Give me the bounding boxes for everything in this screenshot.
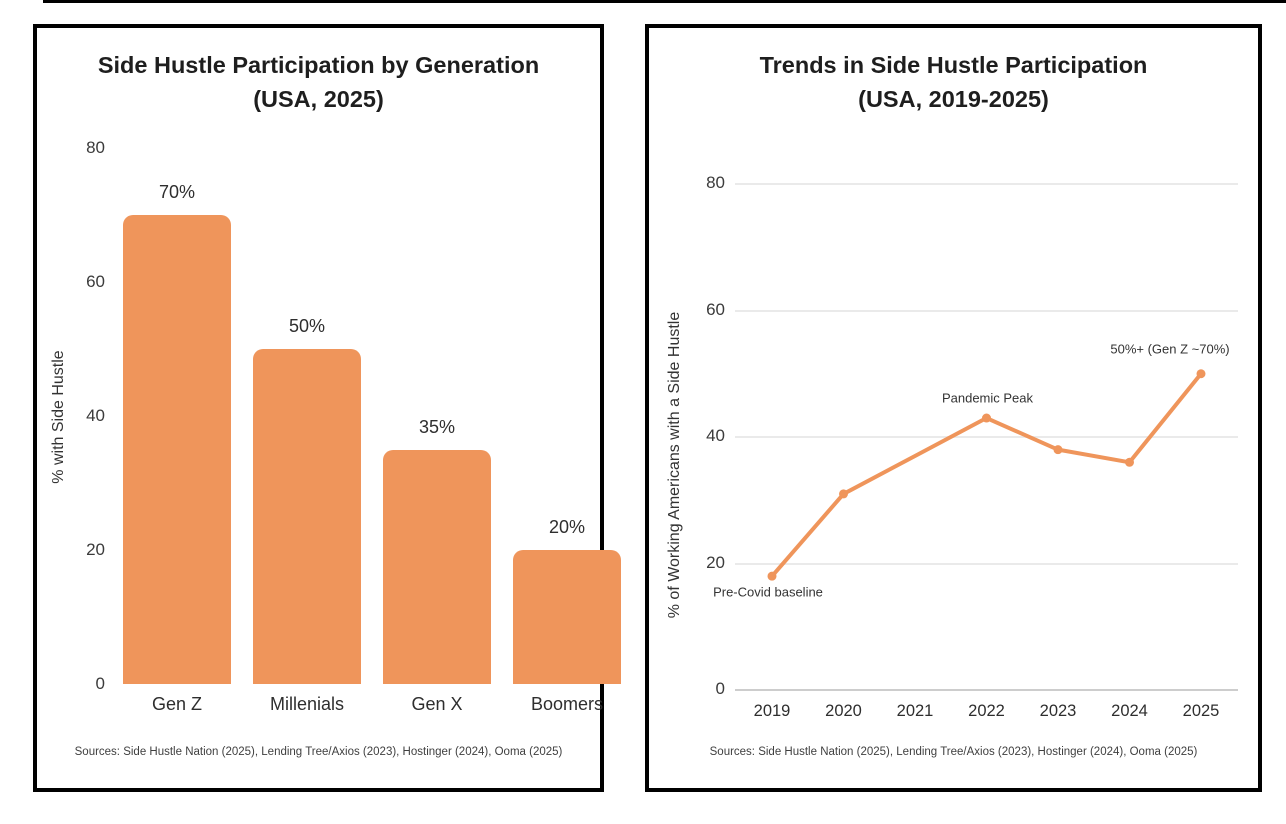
annotation-2025: 50%+ (Gen Z ~70%) — [1110, 341, 1230, 357]
bar-boomers — [513, 550, 621, 684]
bar-millenials — [253, 349, 361, 684]
bar-chart-title-line1: Side Hustle Participation by Generation — [97, 52, 540, 78]
bar-gen-z — [123, 215, 231, 684]
bar-chart-title: Side Hustle Participation by Generation … — [37, 48, 600, 116]
line-chart-title: Trends in Side Hustle Participation (USA… — [649, 48, 1258, 116]
bar-category-label: Gen X — [411, 694, 463, 714]
data-point-2024 — [1125, 457, 1134, 467]
bar-chart-y-tick: 80 — [86, 138, 105, 157]
trend-line-svg — [767, 369, 1206, 581]
data-point-2022 — [982, 413, 991, 423]
annotation-2022: Pandemic Peak — [941, 390, 1034, 406]
bar-chart-y-tick: 60 — [86, 272, 105, 291]
bar-category-label: Gen Z — [151, 694, 203, 714]
line-chart-y-tick: 20 — [706, 552, 725, 572]
bar-chart-panel: Side Hustle Participation by Generation … — [33, 24, 621, 792]
bar-chart-y-tick: 20 — [86, 540, 105, 559]
bar-category-label: Millenials — [269, 694, 345, 714]
line-chart-y-tick: 60 — [706, 299, 725, 319]
line-chart-x-tick: 2020 — [825, 702, 862, 720]
gridline — [735, 436, 1238, 438]
line-chart-x-tick: 2024 — [1111, 702, 1148, 720]
line-chart-x-tick: 2019 — [753, 702, 791, 720]
bar-gen-x — [383, 449, 491, 684]
bar-chart-y-tick: 40 — [86, 406, 105, 425]
data-point-2023 — [1053, 445, 1063, 455]
data-point-2019 — [767, 571, 777, 581]
line-chart-panel: Trends in Side Hustle Participation (USA… — [645, 24, 1262, 792]
bar-value-label: 50% — [288, 316, 326, 336]
gridline — [735, 183, 1238, 185]
gridline — [735, 309, 1238, 312]
line-chart-title-line2: (USA, 2019-2025) — [858, 86, 1049, 113]
bar-chart-title-line2: (USA, 2025) — [253, 86, 384, 113]
bar-category-label: Boomers — [530, 694, 604, 714]
bar-chart-sources: Sources: Side Hustle Nation (2025), Lend… — [74, 746, 563, 758]
line-chart-x-tick: 2022 — [968, 702, 1005, 720]
line-chart-x-tick: 2023 — [1039, 702, 1077, 720]
line-chart-x-tick: 2025 — [1182, 702, 1220, 720]
bar-value-label: 20% — [548, 517, 586, 537]
gridline — [735, 562, 1238, 565]
line-chart-y-tick: 40 — [706, 426, 725, 445]
x-axis-line — [735, 689, 1238, 691]
line-chart-y-tick: 80 — [706, 173, 725, 192]
line-chart-x-tick: 2021 — [896, 702, 934, 720]
line-chart-y-tick: 0 — [715, 679, 725, 698]
bar-value-label: 35% — [418, 416, 456, 437]
line-chart-sources: Sources: Side Hustle Nation (2025), Lend… — [709, 746, 1198, 758]
line-chart-title-line1: Trends in Side Hustle Participation — [759, 52, 1148, 78]
top-border-line — [43, 0, 1286, 3]
annotation-2019: Pre-Covid baseline — [713, 584, 823, 600]
bar-chart-y-tick: 0 — [95, 674, 105, 693]
bar-value-label: 70% — [158, 182, 196, 202]
data-point-2020 — [839, 489, 848, 499]
data-point-2025 — [1196, 369, 1206, 379]
